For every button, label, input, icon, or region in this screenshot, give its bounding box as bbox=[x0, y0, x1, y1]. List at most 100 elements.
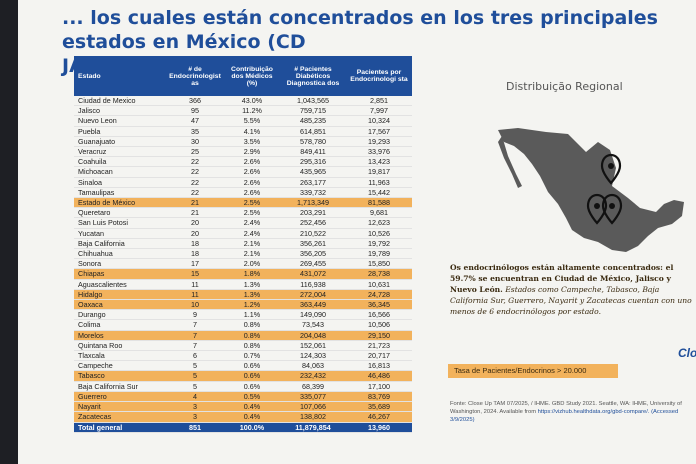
cell-contribution: 0.8% bbox=[224, 340, 280, 352]
cell-endocrinologists: 15 bbox=[166, 268, 224, 280]
cell-estado: Tlaxcala bbox=[74, 350, 166, 362]
cell-patients: 149,090 bbox=[280, 309, 346, 321]
cell-endocrinologists: 7 bbox=[166, 330, 224, 341]
cell-estado: Aguascalientes bbox=[74, 279, 166, 290]
cell-contribution: 0.6% bbox=[224, 370, 280, 382]
cell-contribution: 2.0% bbox=[224, 258, 280, 270]
cell-patients: 124,303 bbox=[280, 350, 346, 362]
cell-ratio: 12,623 bbox=[346, 217, 412, 229]
cell-estado: Chiapas bbox=[74, 268, 166, 280]
cell-patients: 435,965 bbox=[280, 166, 346, 178]
cell-estado: Zacatecas bbox=[74, 411, 166, 423]
cell-estado: Tamaulipas bbox=[74, 187, 166, 199]
cell-estado: Veracruz bbox=[74, 146, 166, 158]
cell-contribution: 0.4% bbox=[224, 401, 280, 413]
cell-estado: Durango bbox=[74, 309, 166, 321]
cell-patients: 269,455 bbox=[280, 258, 346, 270]
cell-patients: 578,780 bbox=[280, 136, 346, 148]
cell-contribution: 0.7% bbox=[224, 350, 280, 362]
source-note: Fonte: Close Up TAM 07/2025, / IHME. GBD… bbox=[450, 400, 696, 424]
cell-estado: Sonora bbox=[74, 258, 166, 270]
table-row: Campeche 5 0.6% 84,063 16,813 bbox=[74, 360, 412, 372]
cell-contribution: 4.1% bbox=[224, 126, 280, 137]
endocrinologist-table: Estado # de Endocrinologist as Contribui… bbox=[74, 56, 412, 433]
cell-contribution: 2.6% bbox=[224, 187, 280, 199]
cell-ratio: 46,486 bbox=[346, 370, 412, 382]
cell-ratio: 20,717 bbox=[346, 350, 412, 362]
cell-ratio: 10,324 bbox=[346, 115, 412, 127]
cell-patients: 203,291 bbox=[280, 207, 346, 219]
slide: ... los cuales están concentrados en los… bbox=[18, 0, 696, 464]
cell-contribution: 2.4% bbox=[224, 217, 280, 229]
source-link[interactable]: https://vizhub.healthdata.org/gbd-compar… bbox=[450, 409, 679, 423]
cell-contribution: 1.3% bbox=[224, 289, 280, 301]
cell-ratio: 33,976 bbox=[346, 146, 412, 158]
cell-endocrinologists: 11 bbox=[166, 289, 224, 301]
concentration-note: Os endocrinólogos están altamente concen… bbox=[450, 262, 696, 317]
table-row: Baja California 18 2.1% 356,261 19,792 bbox=[74, 238, 412, 250]
cell-ratio: 36,345 bbox=[346, 299, 412, 311]
cell-contribution: 0.8% bbox=[224, 319, 280, 331]
cell-estado: Baja California bbox=[74, 238, 166, 250]
cell-estado: Michoacan bbox=[74, 166, 166, 178]
cell-ratio: 35,689 bbox=[346, 401, 412, 413]
cell-ratio: 9,681 bbox=[346, 207, 412, 219]
cell-ratio: 19,792 bbox=[346, 238, 412, 250]
cell-ratio: 29,150 bbox=[346, 330, 412, 341]
cell-estado: Hidalgo bbox=[74, 289, 166, 301]
cell-ratio: 13,423 bbox=[346, 156, 412, 168]
table-row: Chihuahua 18 2.1% 356,205 19,789 bbox=[74, 248, 412, 260]
cell-contribution: 1.8% bbox=[224, 268, 280, 280]
cell-contribution: 1.1% bbox=[224, 309, 280, 321]
cell-endocrinologists: 7 bbox=[166, 319, 224, 331]
cell-contribution: 1.2% bbox=[224, 299, 280, 311]
cell-ratio: 28,738 bbox=[346, 268, 412, 280]
cell-patients: 1,713,349 bbox=[280, 197, 346, 209]
cell-contribution: 2.1% bbox=[224, 248, 280, 260]
cell-estado: Morelos bbox=[74, 330, 166, 341]
table-row: Queretaro 21 2.5% 203,291 9,681 bbox=[74, 207, 412, 219]
cell-endocrinologists: 25 bbox=[166, 146, 224, 158]
cell-estado: Queretaro bbox=[74, 207, 166, 219]
cell-contribution: 2.9% bbox=[224, 146, 280, 158]
cell-estado: Coahuila bbox=[74, 156, 166, 168]
cell-endocrinologists: 18 bbox=[166, 238, 224, 250]
table-row: Baja California Sur 5 0.6% 68,399 17,100 bbox=[74, 381, 412, 392]
table-row: Guerrero 4 0.5% 335,077 83,769 bbox=[74, 391, 412, 403]
cell-patients: 263,177 bbox=[280, 177, 346, 188]
cell-ratio: 15,850 bbox=[346, 258, 412, 270]
cell-estado: Baja California Sur bbox=[74, 381, 166, 392]
cell-endocrinologists: 366 bbox=[166, 96, 224, 107]
table-row: Guanajuato 30 3.5% 578,780 19,293 bbox=[74, 136, 412, 148]
source-text: Fonte: Close Up TAM 07/2025, / IHME. GBD… bbox=[450, 401, 682, 415]
table-row: Nuevo Leon 47 5.5% 485,235 10,324 bbox=[74, 115, 412, 127]
table-row: San Luis Potosi 20 2.4% 252,456 12,623 bbox=[74, 217, 412, 229]
cell-patients: 356,261 bbox=[280, 238, 346, 250]
table-row: Oaxaca 10 1.2% 363,449 36,345 bbox=[74, 299, 412, 311]
cell-ratio: 15,442 bbox=[346, 187, 412, 199]
cell-endocrinologists: 5 bbox=[166, 381, 224, 392]
table-row: Coahuila 22 2.6% 295,316 13,423 bbox=[74, 156, 412, 168]
table-row: Tlaxcala 6 0.7% 124,303 20,717 bbox=[74, 350, 412, 362]
cell-endocrinologists: 22 bbox=[166, 187, 224, 199]
cell-ratio: 17,100 bbox=[346, 381, 412, 392]
table-header-row: Estado # de Endocrinologist as Contribui… bbox=[74, 56, 412, 96]
col-header-estado: Estado bbox=[74, 56, 166, 96]
cell-contribution: 2.6% bbox=[224, 156, 280, 168]
cell-estado: Sinaloa bbox=[74, 177, 166, 188]
cell-ratio: 10,526 bbox=[346, 228, 412, 239]
total-cell-endocrinologists: 851 bbox=[166, 422, 224, 433]
cell-endocrinologists: 20 bbox=[166, 217, 224, 229]
cell-contribution: 0.6% bbox=[224, 360, 280, 372]
table-row: Michoacan 22 2.6% 435,965 19,817 bbox=[74, 166, 412, 178]
total-cell-ratio: 13,960 bbox=[346, 422, 412, 433]
cell-contribution: 0.8% bbox=[224, 330, 280, 341]
cell-patients: 232,432 bbox=[280, 370, 346, 382]
cell-endocrinologists: 18 bbox=[166, 248, 224, 260]
cell-contribution: 2.1% bbox=[224, 238, 280, 250]
cell-patients: 849,411 bbox=[280, 146, 346, 158]
regional-distribution-title: Distribuição Regional bbox=[506, 80, 623, 93]
cell-patients: 431,072 bbox=[280, 268, 346, 280]
cell-estado: Nayarit bbox=[74, 401, 166, 413]
table-row: Zacatecas 3 0.4% 138,802 46,267 bbox=[74, 411, 412, 423]
